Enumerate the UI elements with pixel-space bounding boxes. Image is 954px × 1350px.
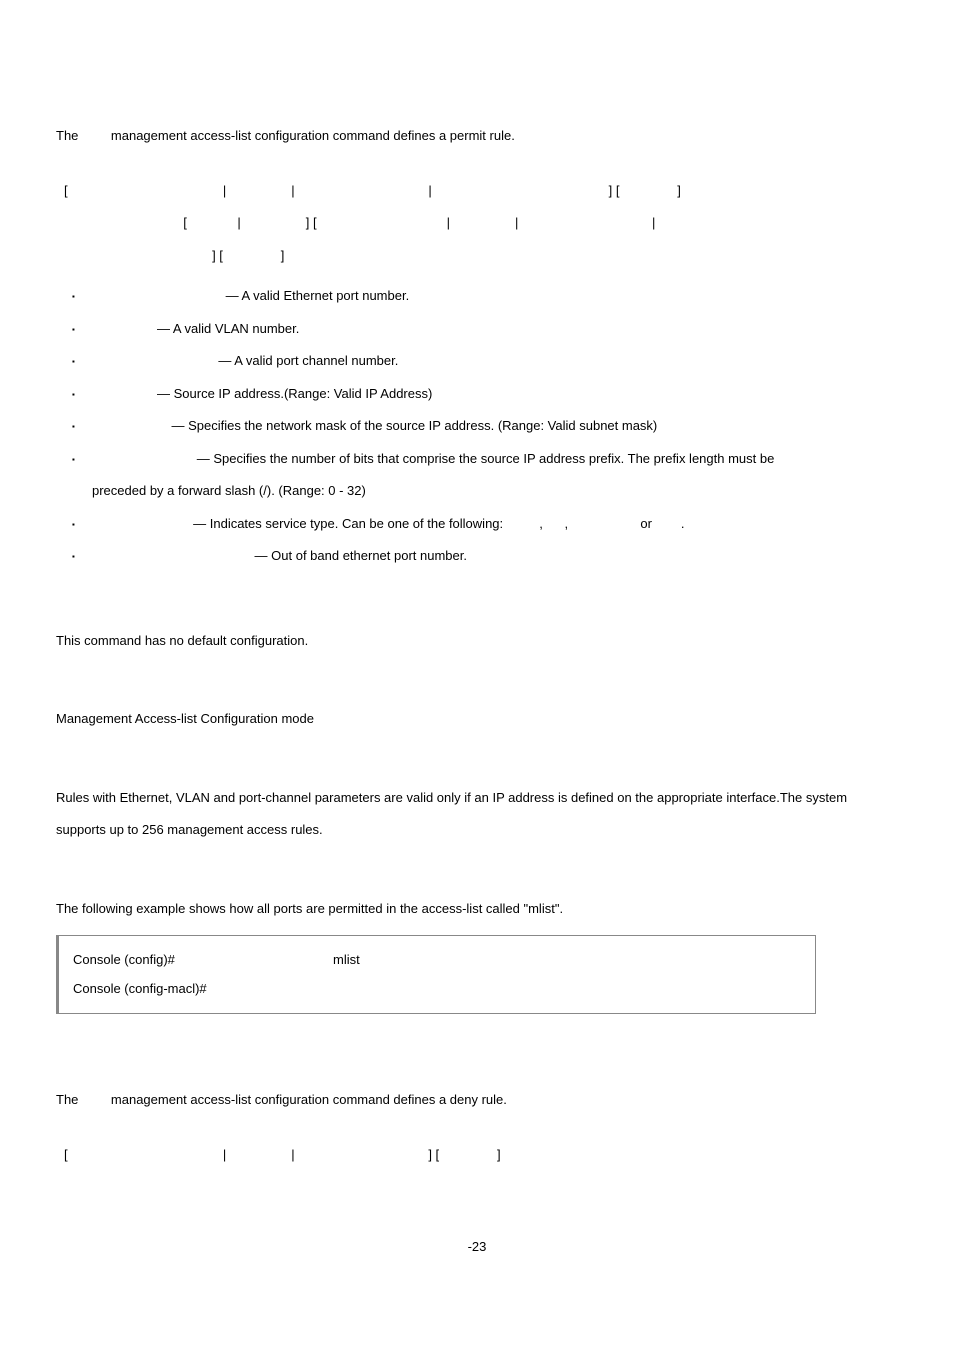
param-ip-address: — Source IP address.(Range: Valid IP Add… — [56, 378, 898, 411]
param-service: — Indicates service type. Can be one of … — [56, 508, 898, 541]
param-port-channel: — A valid port channel number. — [56, 345, 898, 378]
user-guidelines-text: Rules with Ethernet, VLAN and port-chann… — [56, 782, 898, 847]
console-row-2: Console (config-macl)# — [73, 975, 801, 1004]
console-example-box: Console (config)# mlist Console (config-… — [56, 935, 816, 1014]
console-row-1: Console (config)# mlist — [73, 946, 801, 975]
syntax-line-1: [ | | | ] [ ] — [64, 175, 898, 208]
deny-syntax-block: [ | | ] [ ] — [64, 1139, 898, 1172]
param-prefix-line2: preceded by a forward slash (/). (Range:… — [92, 475, 898, 508]
syntax-line-3: ] [ ] — [64, 240, 898, 273]
param-prefix: — Specifies the number of bits that comp… — [56, 443, 898, 508]
permit-params-list: — A valid Ethernet port number. — A vali… — [56, 280, 898, 573]
param-mask: — Specifies the network mask of the sour… — [56, 410, 898, 443]
console-prompt-2: Console (config-macl)# — [73, 975, 333, 1004]
deny-syntax-line: [ | | ] [ ] — [64, 1139, 898, 1172]
console-prompt-1: Console (config)# — [73, 946, 333, 975]
page-number: -23 — [56, 1231, 898, 1264]
console-cmd-1: mlist — [333, 946, 360, 975]
deny-intro: The management access-list configuration… — [56, 1084, 898, 1117]
param-ethernet: — A valid Ethernet port number. — [56, 280, 898, 313]
permit-intro: The management access-list configuration… — [56, 120, 898, 153]
param-oob: — Out of band ethernet port number. — [56, 540, 898, 573]
default-config-text: This command has no default configuratio… — [56, 625, 898, 658]
syntax-line-2: [ | ] [ | | | — [64, 207, 898, 240]
example-intro: The following example shows how all port… — [56, 893, 898, 926]
param-prefix-line1: — Specifies the number of bits that comp… — [92, 451, 774, 466]
command-mode-text: Management Access-list Configuration mod… — [56, 703, 898, 736]
param-vlan: — A valid VLAN number. — [56, 313, 898, 346]
permit-syntax-block: [ | | | ] [ ] — [64, 175, 898, 273]
